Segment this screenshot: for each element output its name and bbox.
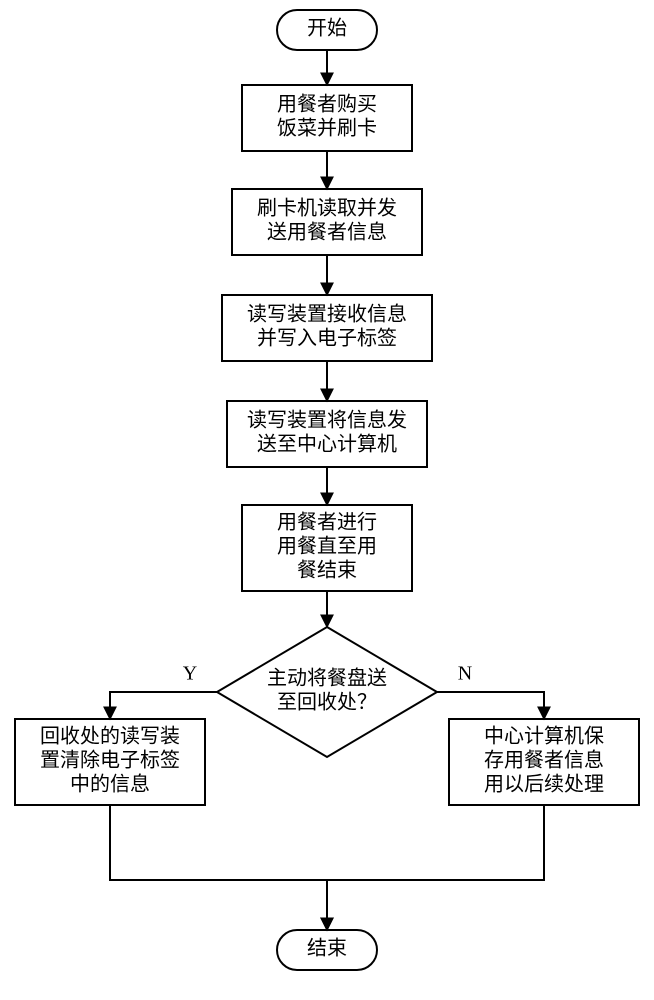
node-p5: 用餐者进行用餐直至用餐结束 [242, 505, 412, 591]
edge-label-Y: Y [183, 663, 197, 685]
node-pY-line-0: 回收处的读写装 [40, 725, 180, 748]
node-p3-line-1: 并写入电子标签 [257, 327, 397, 350]
node-p2-line-1: 送用餐者信息 [267, 221, 387, 244]
node-pY-line-1: 置清除电子标签 [40, 749, 180, 772]
node-pN-line-1: 存用餐者信息 [484, 749, 604, 772]
node-pY: 回收处的读写装置清除电子标签中的信息 [15, 719, 205, 805]
node-end-line-0: 结束 [307, 937, 347, 960]
node-p3-line-0: 读写装置接收信息 [247, 303, 407, 326]
edge-dec-pY [110, 692, 217, 719]
edge-pY-end [110, 805, 327, 930]
node-p4-line-0: 读写装置将信息发 [247, 409, 407, 432]
edge-pN-end [327, 805, 544, 930]
node-p4: 读写装置将信息发送至中心计算机 [227, 401, 427, 467]
edge-dec-pN [437, 692, 544, 719]
node-start: 开始 [277, 10, 377, 50]
node-p5-line-1: 用餐直至用 [277, 535, 377, 558]
node-pN-line-0: 中心计算机保 [484, 725, 604, 748]
node-p1: 用餐者购买饭菜并刷卡 [242, 85, 412, 151]
node-p3: 读写装置接收信息并写入电子标签 [222, 295, 432, 361]
node-p2-line-0: 刷卡机读取并发 [257, 197, 397, 220]
node-p1-line-1: 饭菜并刷卡 [277, 117, 377, 140]
edge-label-N: N [458, 663, 472, 685]
node-p5-line-2: 餐结束 [297, 559, 357, 582]
flowchart-canvas: 开始用餐者购买饭菜并刷卡刷卡机读取并发送用餐者信息读写装置接收信息并写入电子标签… [0, 0, 654, 1000]
node-pN-line-2: 用以后续处理 [484, 773, 604, 796]
node-start-line-0: 开始 [307, 17, 347, 40]
node-p2: 刷卡机读取并发送用餐者信息 [232, 189, 422, 255]
node-pY-line-2: 中的信息 [70, 773, 150, 796]
node-p4-line-1: 送至中心计算机 [257, 433, 397, 456]
node-end: 结束 [277, 930, 377, 970]
node-p5-line-0: 用餐者进行 [277, 511, 377, 534]
node-pN: 中心计算机保存用餐者信息用以后续处理 [449, 719, 639, 805]
node-p1-line-0: 用餐者购买 [277, 93, 377, 116]
node-dec-line-0: 主动将餐盘送 [267, 667, 387, 690]
node-dec: 主动将餐盘送至回收处？ [217, 627, 437, 757]
node-dec-line-1: 至回收处？ [277, 691, 377, 714]
